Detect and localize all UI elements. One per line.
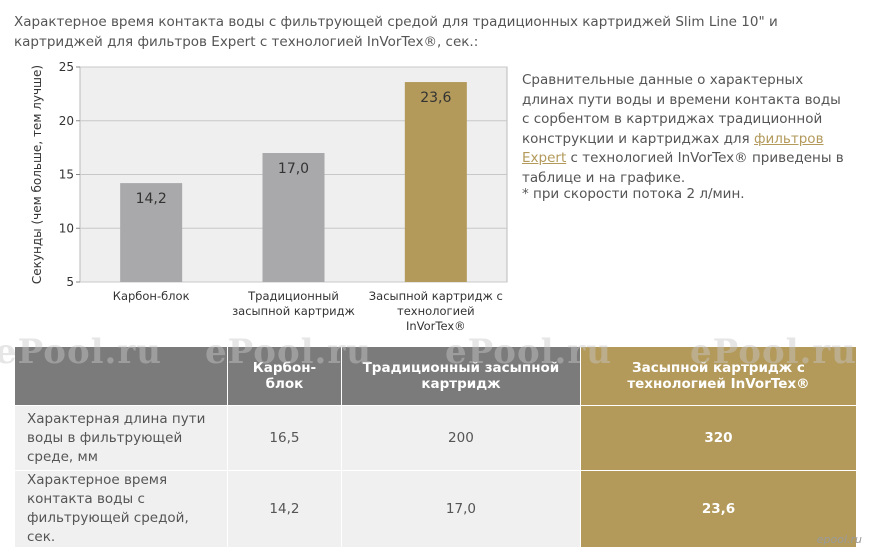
y-tick-label: 15 xyxy=(59,168,74,182)
y-axis-label: Секунды (чем больше, тем лучше) xyxy=(30,65,44,284)
watermark: ePool.ru xyxy=(205,332,373,372)
y-tick-label: 20 xyxy=(59,114,74,128)
x-tick-label: Засыпной картридж с технологией InVorTex… xyxy=(368,289,503,333)
description: Сравнительные данные о характерных длина… xyxy=(522,71,852,188)
table-row: Характерное время контакта воды с фильтр… xyxy=(14,470,858,548)
watermark: ePool.ru xyxy=(445,332,613,372)
footnote: * при скорости потока 2 л/мин. xyxy=(522,186,745,202)
y-tick-label: 10 xyxy=(59,221,74,235)
table-cell: Характерная длина пути воды в фильтрующе… xyxy=(14,405,228,471)
chart: 5 10 15 20 25 Секунды (чем больше, тем лучше)… xyxy=(30,60,508,289)
logo: epool.ru xyxy=(816,533,862,546)
link[interactable]: фильтров Expert xyxy=(522,130,824,167)
table-cell: 320 xyxy=(579,405,858,471)
column-header: Традиционный засыпной картридж xyxy=(340,346,581,406)
x-tick-label: Карбон-блок xyxy=(112,289,190,303)
table-row: Характерная длина пути воды в фильтрующе… xyxy=(14,405,858,471)
data-label: 14,2 xyxy=(136,191,167,207)
y-tick-label: 25 xyxy=(59,60,74,74)
data-label: 23,6 xyxy=(420,90,451,106)
watermark: ePool.ru xyxy=(690,332,858,372)
table-cell: 14,2 xyxy=(227,470,342,548)
column-header: Карбон-блок xyxy=(227,346,342,406)
table-cell: Характерное время контакта воды с фильтр… xyxy=(14,470,228,548)
table-cell: 200 xyxy=(340,405,581,471)
watermark: ePool.ru xyxy=(0,332,163,372)
bar xyxy=(120,183,183,282)
column-header: Засыпной картридж с технологией InVorTex… xyxy=(579,346,858,406)
data-label: 17,0 xyxy=(278,161,309,177)
table: Карбон-блок Традиционный засыпной картрид… xyxy=(14,346,858,548)
bar xyxy=(262,153,325,282)
corner xyxy=(14,346,228,406)
x-tick-label: Традиционный засыпной картридж xyxy=(232,289,355,318)
y-tick-label: 5 xyxy=(66,275,74,289)
table-cell: 17,0 xyxy=(340,470,581,548)
bar xyxy=(404,82,467,282)
table-cell: 23,6 xyxy=(579,470,858,548)
heading: Характерное время контакта воды с фильтр… xyxy=(14,14,778,50)
text: Сравнительные данные о характерных длина… xyxy=(522,72,841,147)
text: с технологией InVorTex® приведены в табл… xyxy=(522,150,844,186)
table-cell: 16,5 xyxy=(227,405,342,471)
